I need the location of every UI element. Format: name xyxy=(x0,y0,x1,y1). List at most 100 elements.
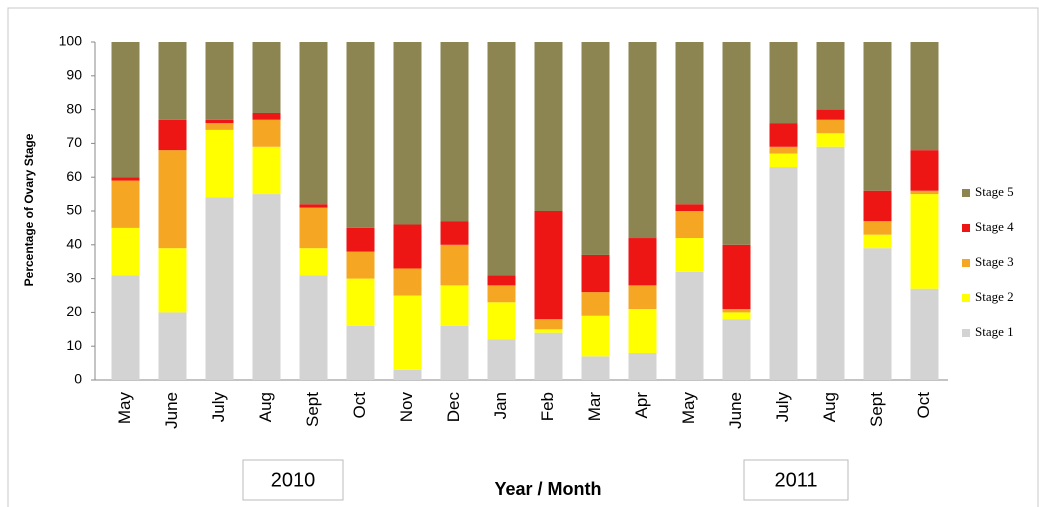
bar-segment xyxy=(487,275,516,286)
year-label: 2010 xyxy=(271,469,316,491)
bar-segment xyxy=(581,292,610,316)
x-tick-label: Jan xyxy=(491,392,510,419)
bar-segment xyxy=(816,146,845,380)
x-tick-label: Dec xyxy=(444,392,463,423)
x-tick-label: Feb xyxy=(538,392,557,421)
x-tick-label: Nov xyxy=(397,392,416,423)
bar-segment xyxy=(816,133,845,147)
bar-segment xyxy=(393,224,422,269)
bar-segment xyxy=(534,319,563,330)
bar-segment xyxy=(205,197,234,380)
bar-segment xyxy=(816,109,845,120)
bar-segment xyxy=(299,248,328,276)
bar-segment xyxy=(863,42,892,191)
bar-segment xyxy=(393,42,422,225)
bar-segment xyxy=(346,278,375,326)
y-tick-label: 20 xyxy=(66,303,82,319)
x-tick-label: Oct xyxy=(914,392,933,419)
bar-segment xyxy=(628,285,657,310)
bar-segment xyxy=(769,153,798,168)
bar-segment xyxy=(252,112,281,120)
bar-segment xyxy=(440,221,469,245)
bar-segment xyxy=(581,42,610,255)
bar-segment xyxy=(581,356,610,380)
bar-segment xyxy=(299,207,328,249)
bar-segment xyxy=(440,285,469,326)
y-tick-label: 10 xyxy=(66,337,82,353)
bar-segment xyxy=(628,238,657,286)
bar-segment xyxy=(722,319,751,380)
bar-segment xyxy=(722,42,751,245)
bar-segment xyxy=(393,295,422,370)
y-tick-label: 90 xyxy=(66,67,82,83)
y-tick-label: 80 xyxy=(66,100,82,116)
x-tick-label: May xyxy=(115,392,134,425)
bar-segment xyxy=(205,42,234,120)
bar-segment xyxy=(769,123,798,147)
bar-segment xyxy=(675,42,704,205)
bar-segment xyxy=(487,302,516,340)
bar-segment xyxy=(581,315,610,357)
bar-segment xyxy=(158,119,187,151)
bar-segment xyxy=(158,312,187,380)
bar-segment xyxy=(816,119,845,134)
bar-segment xyxy=(863,190,892,222)
bar-segment xyxy=(393,369,422,380)
bar-segment xyxy=(628,309,657,353)
bar-segment xyxy=(863,221,892,235)
bar-segment xyxy=(816,42,845,110)
x-axis-title: Year / Month xyxy=(494,479,601,499)
y-tick-label: 60 xyxy=(66,168,82,184)
bar-segment xyxy=(205,123,234,130)
x-tick-label: July xyxy=(773,392,792,423)
chart-frame xyxy=(7,7,1039,507)
bar-segment xyxy=(769,42,798,124)
bar-segment xyxy=(534,211,563,320)
bar-segment xyxy=(628,42,657,239)
bar-segment xyxy=(910,194,939,289)
bar-segment xyxy=(111,180,140,228)
bar-segment xyxy=(487,339,516,380)
x-tick-label: May xyxy=(679,392,698,425)
x-tick-label: Oct xyxy=(350,392,369,419)
bar-segment xyxy=(346,42,375,228)
x-tick-label: Mar xyxy=(585,392,604,422)
bar-segment xyxy=(910,288,939,380)
y-axis-title: Percentage of Ovary Stage xyxy=(22,133,36,286)
legend-swatch xyxy=(962,224,970,232)
legend-swatch xyxy=(962,259,970,267)
bar-segment xyxy=(534,329,563,333)
legend-label: Stage 5 xyxy=(975,184,1014,199)
bar-segment xyxy=(863,248,892,380)
bar-segment xyxy=(252,146,281,195)
year-label: 2011 xyxy=(774,469,817,491)
bar-segment xyxy=(252,194,281,380)
legend-label: Stage 2 xyxy=(975,289,1014,304)
bar-segment xyxy=(299,42,328,205)
x-tick-label: Apr xyxy=(632,392,651,419)
bar-segment xyxy=(111,42,140,178)
y-tick-label: 30 xyxy=(66,269,82,285)
bar-segment xyxy=(252,42,281,113)
x-tick-label: Sept xyxy=(303,392,322,427)
bar-segment xyxy=(487,285,516,303)
bar-segment xyxy=(252,119,281,147)
legend-label: Stage 4 xyxy=(975,219,1014,234)
y-tick-label: 40 xyxy=(66,236,82,252)
x-tick-label: June xyxy=(162,392,181,429)
x-tick-label: June xyxy=(726,392,745,429)
y-tick-label: 50 xyxy=(66,202,82,218)
bar-segment xyxy=(158,42,187,120)
bar-segment xyxy=(910,150,939,191)
bar-segment xyxy=(722,244,751,310)
bar-segment xyxy=(205,119,234,124)
legend-swatch xyxy=(962,329,970,337)
bar-segment xyxy=(910,190,939,195)
bar-segment xyxy=(675,271,704,380)
bar-segment xyxy=(534,42,563,211)
legend-swatch xyxy=(962,189,970,197)
y-tick-label: 100 xyxy=(59,33,83,49)
bar-segment xyxy=(111,275,140,380)
